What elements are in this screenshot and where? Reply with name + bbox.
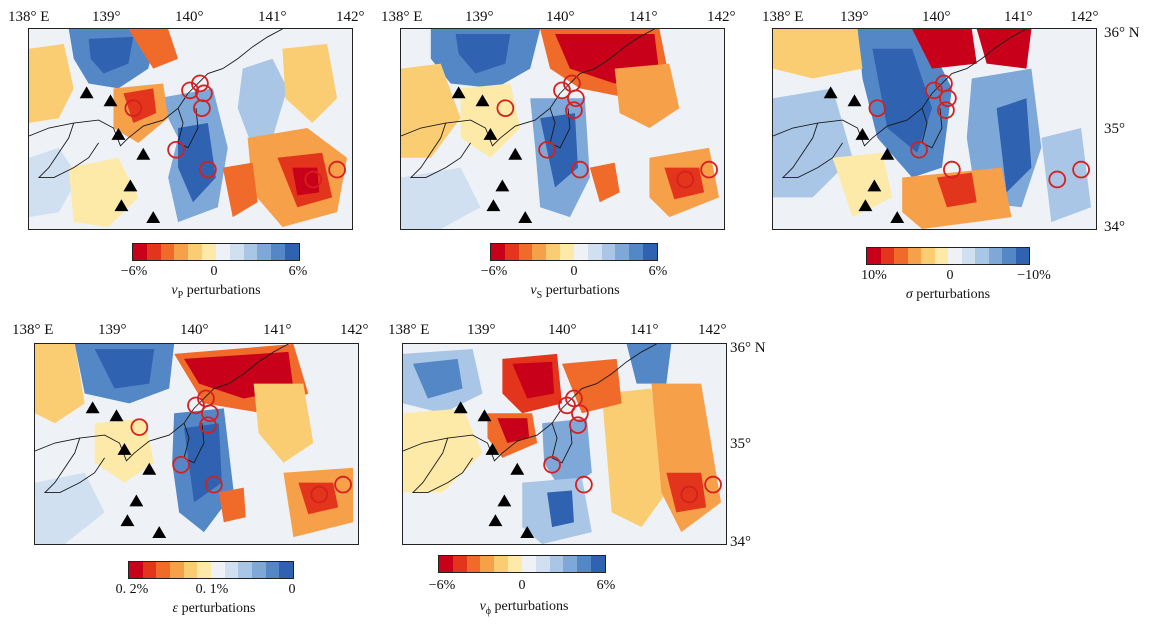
lat-tick-35: 35° [1104, 121, 1125, 137]
lon-tick-141: 141° [263, 322, 292, 338]
lon-tick-140: 140° [548, 322, 577, 338]
lat-tick-35: 35° [730, 436, 751, 452]
lon-tick-138: 138° E [388, 322, 430, 338]
cb-label-max: 6% [648, 264, 668, 279]
cb-label-mid: 0 [570, 264, 578, 279]
lon-tick-140: 140° [546, 9, 575, 25]
colorbar-gradient-sigma [866, 247, 1030, 265]
lat-tick-34: 34° [730, 534, 751, 550]
lon-tick-142: 142° [336, 9, 365, 25]
lon-tick-138: 138° E [762, 9, 804, 25]
lon-tick-139: 139° [92, 9, 121, 25]
lon-tick-139: 139° [98, 322, 127, 338]
tomography-map-vp [29, 29, 352, 229]
lon-tick-142: 142° [1070, 9, 1099, 25]
colorbar-gradient-epsilon [128, 561, 294, 579]
map-vphi [402, 343, 727, 545]
tomography-map-vs [401, 29, 724, 229]
lon-tick-142: 142° [698, 322, 727, 338]
colorbar-title-vphi: vϕ perturbations [479, 599, 569, 617]
cb-label-min: −6% [428, 578, 456, 593]
lon-tick-138: 138° E [381, 9, 423, 25]
cb-label-max: −10% [1017, 268, 1051, 283]
lat-tick-34: 34° [1104, 219, 1125, 235]
cb-label-max: 6% [596, 578, 616, 593]
lat-tick-36: 36° N [730, 340, 766, 356]
colorbar-title-vp: vP perturbations [171, 283, 261, 301]
map-sigma [772, 28, 1097, 230]
tomography-map-vphi [403, 344, 726, 544]
colorbar-title-vs: vS perturbations [530, 283, 620, 301]
lon-tick-142: 142° [707, 9, 736, 25]
cb-label-mid: 0. 1% [195, 582, 229, 597]
cb-label-min: −6% [480, 264, 508, 279]
colorbar-title-epsilon: ε perturbations [172, 601, 256, 616]
colorbar-gradient-vp [132, 243, 300, 261]
colorbar-gradient-vs [490, 243, 658, 261]
cb-label-mid: 0 [946, 268, 954, 283]
lon-tick-141: 141° [258, 9, 287, 25]
lon-tick-141: 141° [630, 322, 659, 338]
lon-tick-141: 141° [629, 9, 658, 25]
colorbar-title-sigma: σ perturbations [905, 287, 991, 302]
lon-tick-139: 139° [467, 322, 496, 338]
lon-tick-138: 138° E [8, 9, 50, 25]
colorbar-gradient-vphi [438, 555, 606, 573]
lon-tick-139: 139° [840, 9, 869, 25]
cb-label-max: 6% [288, 264, 308, 279]
lon-tick-140: 140° [175, 9, 204, 25]
lat-tick-36: 36° N [1104, 25, 1140, 41]
lon-tick-140: 140° [180, 322, 209, 338]
cb-label-max: 0 [288, 582, 296, 597]
cb-label-mid: 0 [210, 264, 218, 279]
lon-tick-142: 142° [340, 322, 369, 338]
cb-label-min: 0. 2% [115, 582, 149, 597]
tomography-map-sigma [773, 29, 1096, 229]
tomography-map-epsilon [35, 344, 358, 544]
map-vp [28, 28, 353, 230]
map-epsilon [34, 343, 359, 545]
lon-tick-140: 140° [922, 9, 951, 25]
lon-tick-138: 138° E [12, 322, 54, 338]
cb-label-min: −6% [120, 264, 148, 279]
cb-label-mid: 0 [518, 578, 526, 593]
lon-tick-139: 139° [465, 9, 494, 25]
lon-tick-141: 141° [1004, 9, 1033, 25]
map-vs [400, 28, 725, 230]
cb-label-min: 10% [861, 268, 887, 283]
